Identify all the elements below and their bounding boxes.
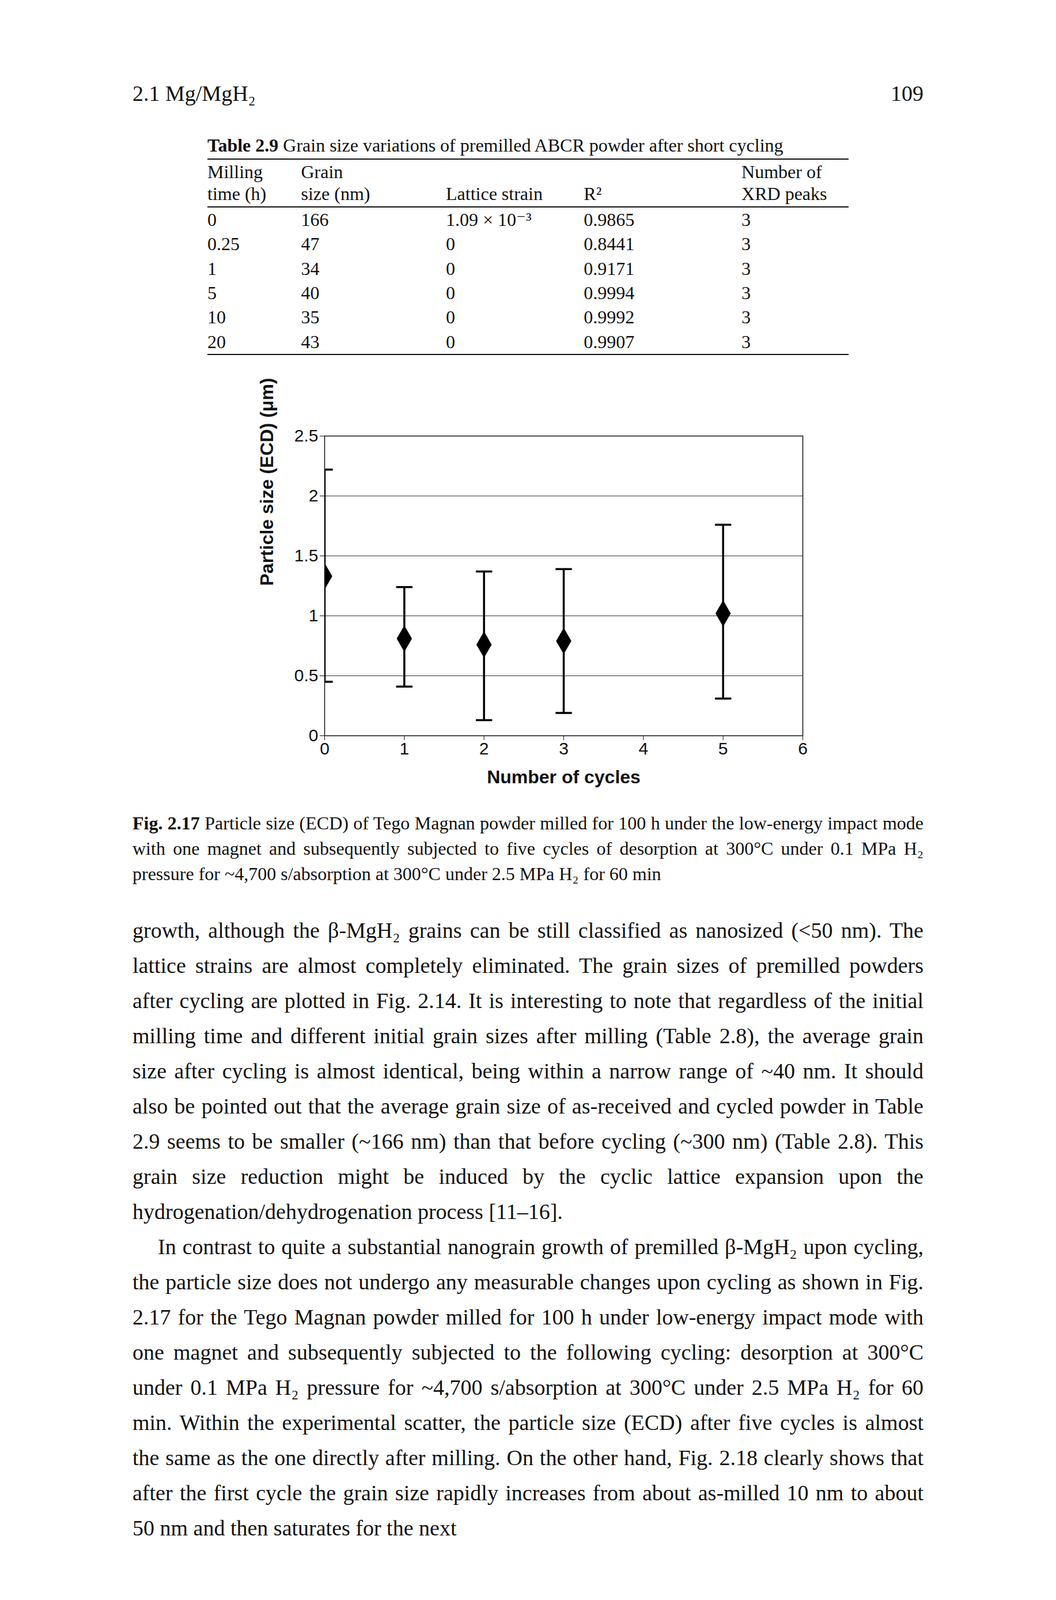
html-text:XRD peaks: XRD peaks [741,183,827,205]
svg-text:1.5: 1.5 [294,545,319,565]
html-text:10: 10 [207,306,226,328]
html-text:0: 0 [207,209,217,230]
svg-text:0: 0 [319,738,330,758]
html-text:0.9865: 0.9865 [583,209,635,230]
html-text:0.8441: 0.8441 [583,233,635,255]
html-text:35: 35 [301,306,320,328]
html-text:0.9171: 0.9171 [583,257,635,279]
svg-text:0.5: 0.5 [294,665,319,685]
html-text:0.9994: 0.9994 [583,282,635,304]
svg-text:1: 1 [399,738,410,758]
html-text:1.09 × 10⁻³: 1.09 × 10⁻³ [445,209,532,230]
html-text:0: 0 [445,257,456,279]
svg-text:1: 1 [308,605,319,625]
html-text:Fig. 2.17 Particle size (ECD): Fig. 2.17 Particle size (ECD) of Tego Ma… [132,812,924,884]
html-text:0: 0 [445,282,456,304]
html-text:3: 3 [741,233,751,255]
svg-text:6: 6 [797,738,808,758]
html-text:R²: R² [583,183,602,205]
html-text:size (nm): size (nm) [301,183,371,205]
html-text:growth, although the β-MgH₂ gr: growth, although the β-MgH₂ grains can b… [132,917,924,1223]
html-text:0: 0 [445,331,456,352]
html-text:3: 3 [741,257,751,279]
html-text:20: 20 [207,331,226,352]
svg-text:0: 0 [308,725,319,745]
svg-text:3: 3 [558,738,569,758]
svg-text:2.5: 2.5 [294,425,319,445]
html-text:47: 47 [301,233,320,255]
html-text:34: 34 [301,257,320,279]
html-text:40: 40 [301,282,320,304]
html-text:0.25: 0.25 [207,233,240,255]
svg-text:2: 2 [308,485,319,505]
html-text:5: 5 [207,282,217,304]
html-text:0.9992: 0.9992 [583,306,635,328]
html-text:Number of: Number of [741,161,822,183]
svg-text:2: 2 [479,738,490,758]
html-text:0.9907: 0.9907 [583,331,635,352]
html-text:In contrast to quite a substan: In contrast to quite a substantial nanog… [132,1233,924,1540]
html-text:166: 166 [301,209,329,230]
html-text:Grain: Grain [301,161,343,183]
html-text:3: 3 [741,306,751,328]
html-text:43: 43 [301,331,320,352]
svg-text:Particle size (ECD) (μm): Particle size (ECD) (μm) [256,377,278,586]
html-text:1: 1 [207,257,217,279]
html-text:3: 3 [741,209,751,230]
html-text:Milling: Milling [207,161,263,183]
svg-text:4: 4 [638,738,649,758]
html-text:0: 0 [445,306,456,328]
html-text:time (h): time (h) [207,183,267,205]
html-text:3: 3 [741,282,751,304]
html-text:3: 3 [741,331,751,352]
html-text:Lattice strain: Lattice strain [445,183,543,205]
html-text:109: 109 [890,81,924,106]
html-text:0: 0 [445,233,456,255]
svg-text:Number of cycles: Number of cycles [486,766,641,787]
html-text:Table 2.9 Grain size variation: Table 2.9 Grain size variations of premi… [207,134,784,156]
svg-text:5: 5 [718,738,729,758]
html-text:2.1 Mg/MgH₂: 2.1 Mg/MgH₂ [132,81,256,106]
